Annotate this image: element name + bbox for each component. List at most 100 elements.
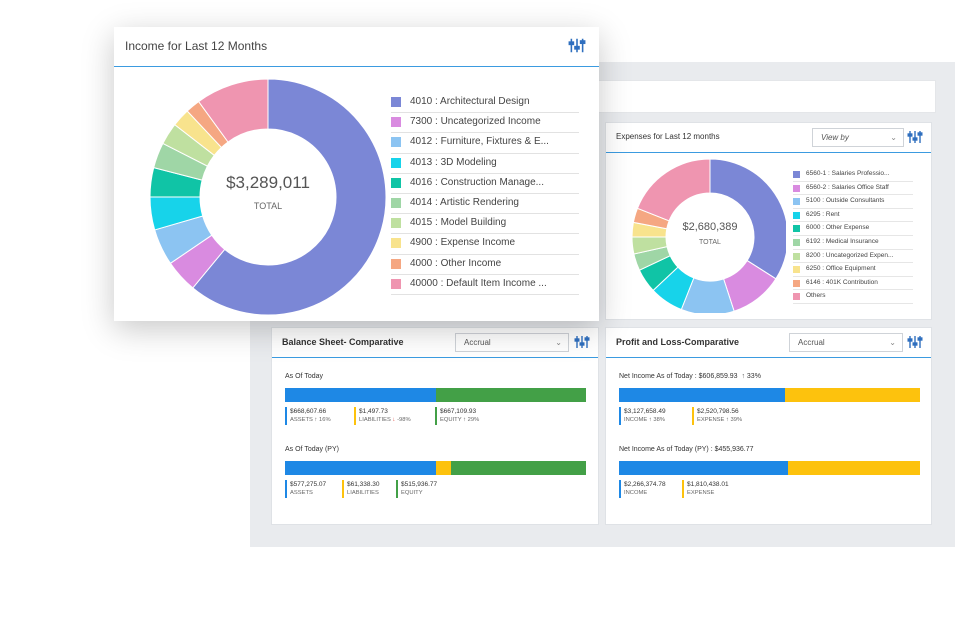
- bar-segment: [784, 388, 920, 402]
- tune-settings-icon[interactable]: [907, 130, 923, 144]
- expense-py-value: $1,810,438.01: [687, 481, 729, 488]
- legend-swatch: [391, 238, 401, 249]
- legend-swatch: [391, 218, 401, 229]
- legend-item[interactable]: 5100 : Outside Consultants: [793, 195, 913, 209]
- legend-item[interactable]: 4015 : Model Building: [391, 214, 579, 235]
- legend-swatch: [793, 238, 800, 246]
- legend-swatch: [793, 198, 800, 206]
- profit-loss-card: Profit and Loss-Comparative Accrual ⌄ Ne…: [605, 327, 932, 525]
- legend-item[interactable]: 4012 : Furniture, Fixtures & E...: [391, 133, 579, 154]
- donut-slice[interactable]: [197, 78, 269, 143]
- legend-item[interactable]: 6000 : Other Expense: [793, 222, 913, 236]
- legend-swatch: [391, 137, 401, 148]
- donut-slice[interactable]: [636, 158, 711, 222]
- legend-item[interactable]: 4014 : Artistic Rendering: [391, 194, 579, 215]
- balance-basis-value: Accrual: [464, 338, 491, 347]
- dashboard-toolbar: [598, 80, 936, 113]
- legend-swatch: [391, 197, 401, 208]
- balance-card-header: Balance Sheet- Comparative Accrual ⌄: [272, 328, 598, 358]
- legend-label: 8200 : Uncategorized Expen...: [806, 251, 894, 259]
- view-by-select-value: View by: [821, 133, 849, 142]
- tune-settings-icon[interactable]: [574, 335, 590, 349]
- legend-item[interactable]: 6295 : Rent: [793, 209, 913, 223]
- pl-today-change: 33%: [746, 373, 761, 380]
- legend-swatch: [793, 184, 800, 192]
- legend-item[interactable]: 7300 : Uncategorized Income: [391, 113, 579, 134]
- legend-item[interactable]: 4000 : Other Income: [391, 255, 579, 275]
- income-label: INCOME: [624, 417, 648, 423]
- legend-swatch: [391, 117, 401, 128]
- balance-card-title: Balance Sheet- Comparative: [282, 337, 404, 347]
- legend-label: 4010 : Architectural Design: [410, 96, 530, 107]
- legend-label: 4000 : Other Income: [410, 257, 502, 269]
- assets-py-metric: $577,275.07 ASSETS: [285, 480, 326, 498]
- legend-label: 4016 : Construction Manage...: [410, 176, 544, 188]
- legend-swatch: [391, 177, 401, 188]
- legend-label: 4015 : Model Building: [410, 217, 507, 229]
- legend-label: 7300 : Uncategorized Income: [410, 116, 541, 128]
- legend-item[interactable]: 40000 : Default Item Income ...: [391, 275, 579, 295]
- arrow-up-icon: ↑: [463, 417, 467, 423]
- legend-label: 4013 : 3D Modeling: [410, 156, 497, 168]
- chevron-down-icon: ⌄: [889, 338, 896, 347]
- equity-py-label: EQUITY: [401, 490, 423, 496]
- income-py-value: $2,266,374.78: [624, 481, 666, 488]
- legend-item[interactable]: 4900 : Expense Income: [391, 234, 579, 255]
- pl-basis-select[interactable]: Accrual ⌄: [789, 333, 903, 352]
- donut-slice[interactable]: [192, 78, 387, 316]
- chevron-down-icon: ⌄: [555, 338, 562, 347]
- income-py-label: INCOME: [624, 490, 648, 496]
- legend-swatch: [391, 278, 401, 289]
- chevron-down-icon: ⌄: [890, 133, 897, 142]
- equity-py-metric: $515,936.77 EQUITY: [396, 480, 437, 498]
- legend-swatch: [793, 211, 800, 219]
- legend-item[interactable]: 6560-1 : Salaries Professio...: [793, 168, 913, 182]
- expenses-total-value: $2,680,389: [682, 221, 738, 233]
- legend-label: 6560-2 : Salaries Office Staff: [806, 183, 889, 191]
- expenses-card-title: Expenses for Last 12 months: [616, 132, 720, 141]
- expense-py-label: EXPENSE: [687, 490, 715, 496]
- legend-swatch: [391, 157, 401, 168]
- legend-label: 5100 : Outside Consultants: [806, 197, 885, 205]
- legend-label: 40000 : Default Item Income ...: [410, 277, 547, 289]
- legend-item[interactable]: 6250 : Office Equipment: [793, 263, 913, 277]
- bar-segment: [787, 461, 920, 475]
- donut-slice[interactable]: [709, 158, 786, 280]
- expenses-total-label: TOTAL: [699, 239, 721, 246]
- balance-basis-select[interactable]: Accrual ⌄: [455, 333, 569, 352]
- expense-label: EXPENSE: [697, 417, 725, 423]
- income-card-title: Income for Last 12 Months: [125, 39, 268, 53]
- expense-change: 39%: [730, 417, 743, 423]
- legend-label: Others: [806, 292, 826, 300]
- assets-label: ASSETS: [290, 417, 313, 423]
- balance-sheet-card: Balance Sheet- Comparative Accrual ⌄ As …: [271, 327, 599, 525]
- legend-item[interactable]: 4010 : Architectural Design: [391, 93, 579, 114]
- liabilities-value: $1,497.73: [359, 408, 388, 415]
- legend-item[interactable]: 6146 : 401K Contribution: [793, 277, 913, 291]
- legend-item[interactable]: 8200 : Uncategorized Expen...: [793, 250, 913, 264]
- bar-segment: [285, 388, 436, 402]
- pl-card-title: Profit and Loss-Comparative: [616, 337, 740, 347]
- bar-segment: [619, 388, 785, 402]
- legend-item[interactable]: 6560-2 : Salaries Office Staff: [793, 182, 913, 196]
- legend-item[interactable]: 4016 : Construction Manage...: [391, 174, 579, 194]
- equity-label: EQUITY: [440, 417, 462, 423]
- liabilities-label: LIABILITIES: [359, 417, 391, 423]
- expenses-card-header: Expenses for Last 12 months View by ⌄: [606, 123, 931, 153]
- expense-py-metric: $1,810,438.01 EXPENSE: [682, 480, 729, 498]
- legend-swatch: [793, 293, 800, 301]
- equity-change: 29%: [467, 417, 480, 423]
- liabilities-py-label: LIABILITIES: [347, 490, 379, 496]
- legend-item[interactable]: Others: [793, 290, 913, 304]
- bar-segment: [435, 388, 586, 402]
- view-by-select[interactable]: View by ⌄: [812, 128, 904, 147]
- tune-settings-icon[interactable]: [907, 335, 923, 349]
- balance-py-bar: [285, 461, 586, 475]
- bar-segment: [619, 461, 788, 475]
- equity-metric: $667,109.93 EQUITY ↑ 29%: [435, 407, 479, 425]
- legend-label: 6295 : Rent: [806, 210, 840, 218]
- pl-basis-value: Accrual: [798, 338, 825, 347]
- legend-item[interactable]: 6192 : Medical Insurance: [793, 236, 913, 250]
- tune-settings-icon[interactable]: [568, 37, 586, 54]
- legend-item[interactable]: 4013 : 3D Modeling: [391, 154, 579, 174]
